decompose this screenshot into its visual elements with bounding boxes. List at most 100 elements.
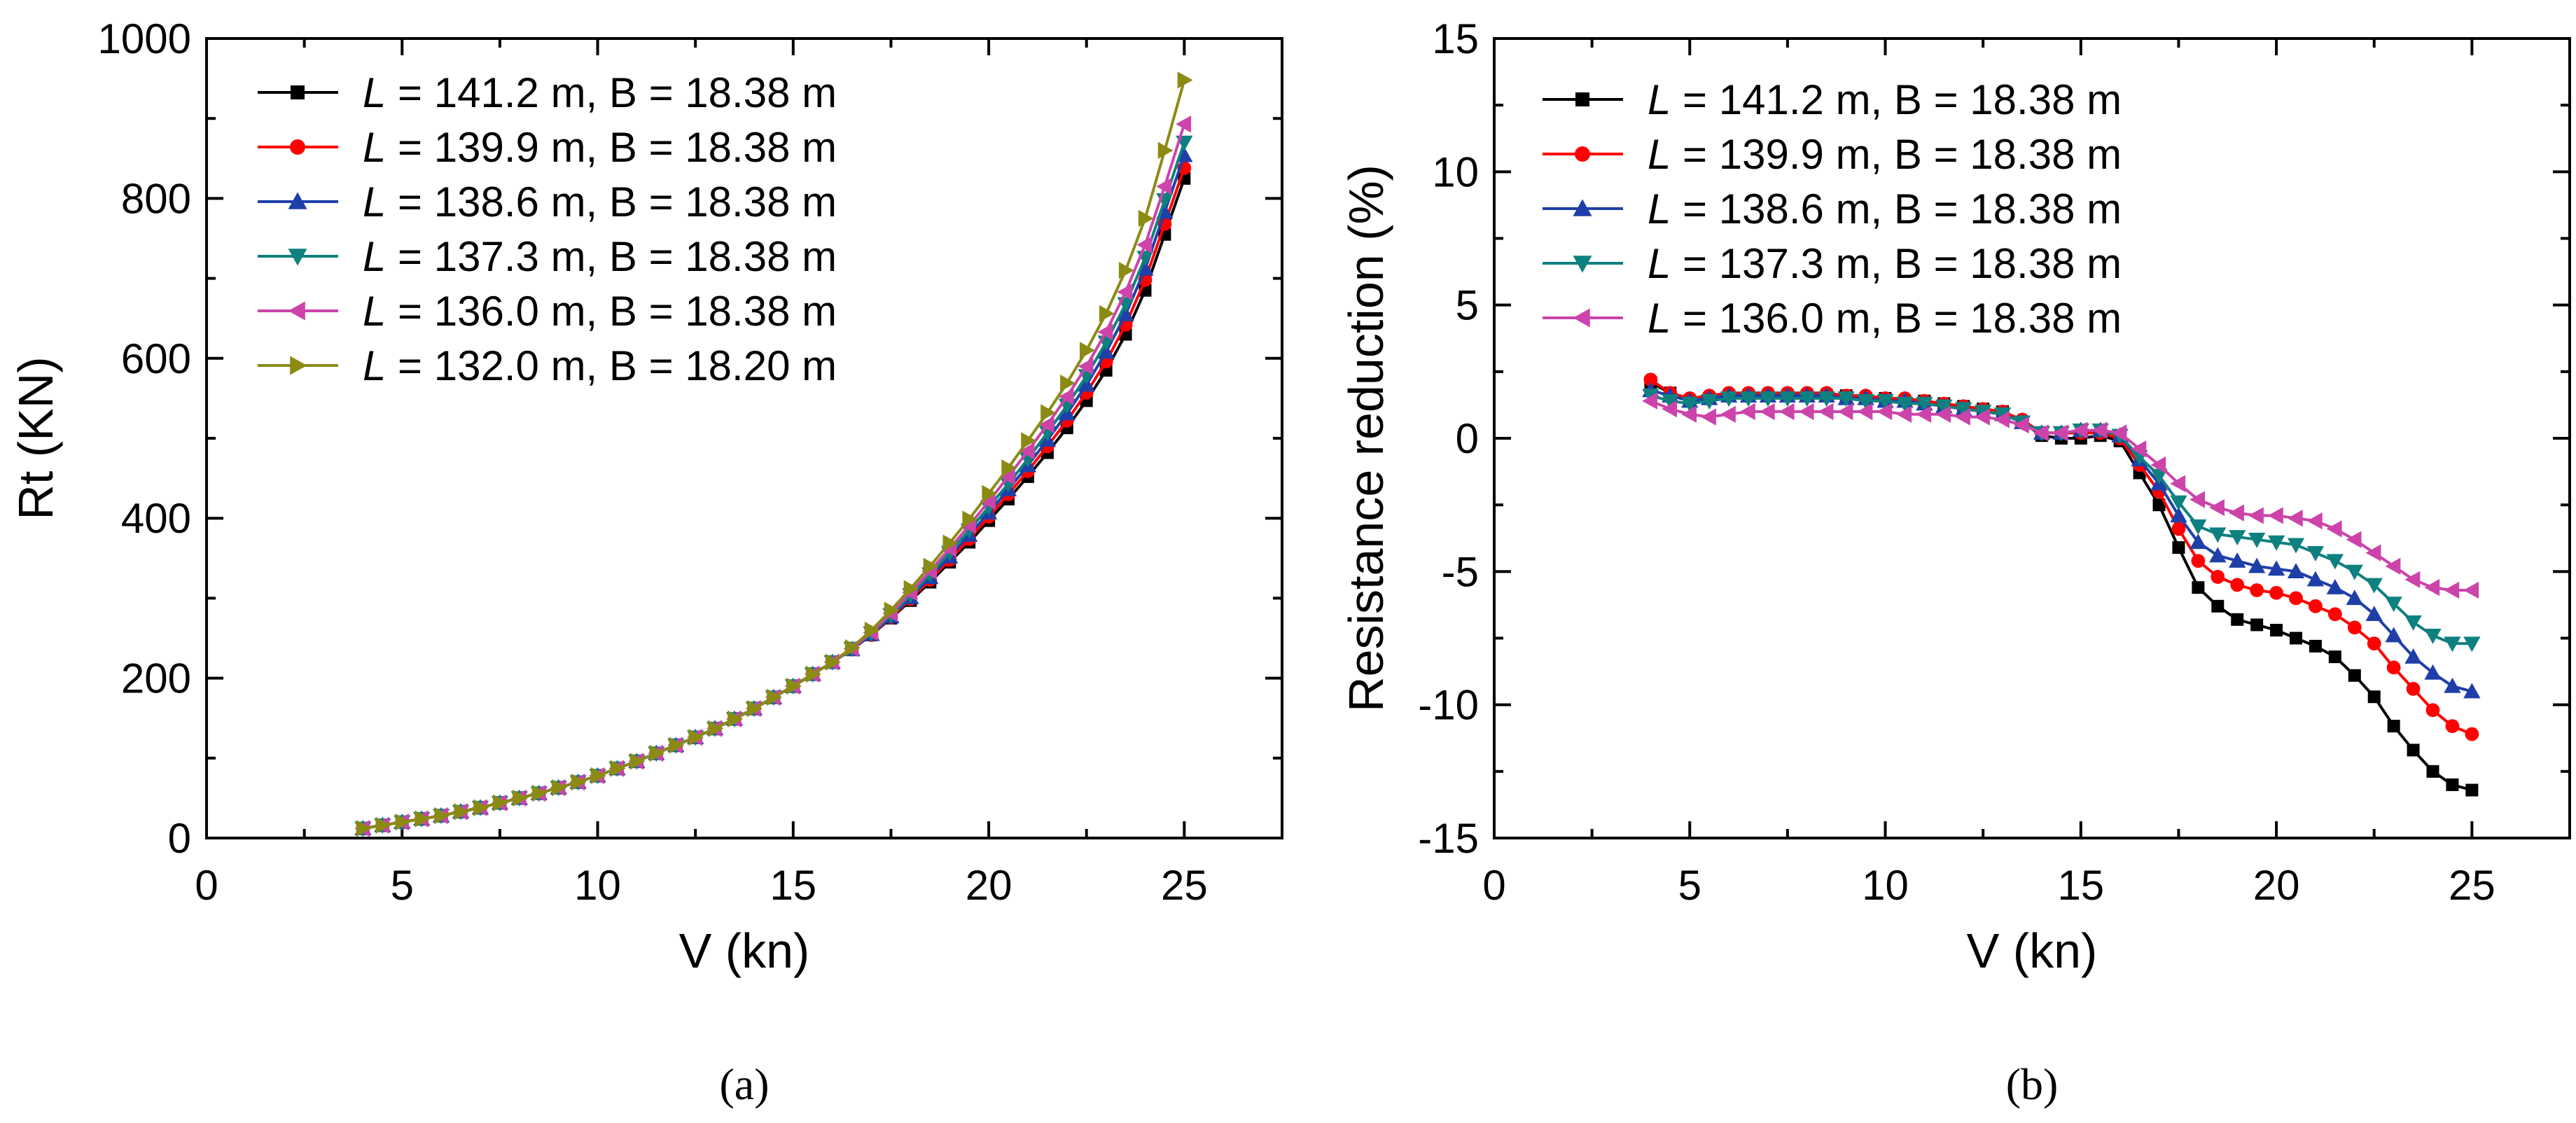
y-tick-label-a: 400 bbox=[121, 495, 191, 542]
legend-marker-a-1 bbox=[290, 139, 305, 155]
x-tick-label-a: 15 bbox=[770, 862, 816, 909]
data-point-a-5 bbox=[649, 744, 665, 762]
data-point-a-5 bbox=[767, 688, 783, 706]
legend-marker-b-4 bbox=[1573, 308, 1590, 328]
data-point-b-4 bbox=[1877, 403, 1893, 421]
x-tick-label-a: 25 bbox=[1161, 862, 1208, 909]
data-point-b-4 bbox=[1739, 403, 1755, 421]
data-point-a-5 bbox=[982, 484, 998, 502]
data-point-a-5 bbox=[825, 653, 841, 671]
data-point-a-4 bbox=[1038, 416, 1054, 433]
data-point-b-3 bbox=[1720, 391, 1738, 407]
data-point-a-4 bbox=[1058, 388, 1074, 405]
data-point-b-4 bbox=[2385, 557, 2401, 575]
data-point-b-3 bbox=[2189, 519, 2207, 535]
data-point-b-2 bbox=[2404, 648, 2422, 664]
data-point-a-5 bbox=[532, 784, 548, 802]
data-point-b-0 bbox=[2172, 541, 2185, 554]
data-point-b-2 bbox=[2424, 664, 2442, 680]
data-point-b-3 bbox=[2170, 495, 2187, 511]
data-point-b-4 bbox=[2052, 424, 2068, 442]
data-point-b-3 bbox=[1916, 396, 1933, 412]
data-point-b-3 bbox=[1877, 393, 1894, 410]
data-point-a-5 bbox=[571, 773, 587, 791]
data-point-b-3 bbox=[1896, 396, 1914, 412]
y-tick-label-b: 5 bbox=[1456, 282, 1479, 329]
data-point-b-0 bbox=[2446, 778, 2459, 791]
plot-area-b bbox=[1642, 372, 2481, 797]
data-point-b-4 bbox=[2111, 424, 2127, 442]
data-point-a-5 bbox=[434, 807, 450, 825]
data-point-b-1 bbox=[2327, 607, 2342, 622]
data-point-b-2 bbox=[2306, 571, 2325, 587]
data-point-b-3 bbox=[2306, 545, 2325, 562]
y-tick-label-a: 600 bbox=[121, 335, 191, 382]
data-point-a-5 bbox=[806, 665, 821, 683]
data-point-b-4 bbox=[2287, 510, 2303, 527]
y-tick-label-b: 0 bbox=[1456, 415, 1479, 462]
chart-a: 0 5 10 15 20 25 0 200 400 600 800 1000 V (kn) Rt (KN)… bbox=[8, 15, 1283, 978]
legend-label-b-2: L = 138.6 m, B = 18.38 m bbox=[1648, 186, 2122, 232]
data-point-a-5 bbox=[493, 794, 509, 811]
data-point-b-2 bbox=[2346, 590, 2363, 606]
data-point-a-5 bbox=[669, 737, 685, 754]
data-point-a-5 bbox=[727, 710, 744, 727]
data-point-b-4 bbox=[2267, 507, 2283, 524]
data-point-b-1 bbox=[2347, 620, 2362, 635]
data-point-b-4 bbox=[1778, 403, 1795, 421]
data-point-a-5 bbox=[1021, 432, 1037, 449]
data-point-b-3 bbox=[2267, 535, 2285, 551]
data-point-b-4 bbox=[1955, 408, 1970, 426]
data-point-b-3 bbox=[2346, 564, 2363, 580]
legend-label-b-0: L = 141.2 m, B = 18.38 m bbox=[1648, 76, 2122, 123]
data-point-b-3 bbox=[1857, 393, 1874, 410]
y-tick-label-a: 200 bbox=[121, 655, 191, 702]
data-point-b-3 bbox=[1955, 402, 1972, 418]
data-point-b-4 bbox=[1642, 392, 1658, 410]
legend-label-a-2: L = 138.6 m, B = 18.38 m bbox=[363, 179, 837, 225]
data-point-a-5 bbox=[864, 621, 880, 639]
data-point-b-4 bbox=[2463, 581, 2479, 599]
y-tick-label-a: 0 bbox=[168, 815, 191, 862]
data-point-b-0 bbox=[2152, 498, 2166, 512]
data-point-b-4 bbox=[2072, 421, 2088, 439]
data-point-b-4 bbox=[1662, 400, 1678, 418]
data-point-b-4 bbox=[1916, 405, 1932, 423]
data-point-a-5 bbox=[1157, 141, 1174, 160]
data-point-b-0 bbox=[2290, 632, 2303, 645]
y-tick-label-b: -15 bbox=[1418, 815, 1479, 862]
data-point-a-4 bbox=[1156, 178, 1172, 195]
data-point-b-3 bbox=[2463, 636, 2481, 653]
data-point-a-5 bbox=[473, 799, 489, 816]
legend-marker-a-4 bbox=[288, 301, 305, 321]
y-tick-label-a: 800 bbox=[121, 175, 191, 222]
data-point-b-1 bbox=[2445, 719, 2460, 734]
y-tick-label-b: 10 bbox=[1432, 148, 1479, 195]
data-point-b-2 bbox=[2267, 560, 2285, 576]
data-point-a-5 bbox=[903, 580, 919, 597]
x-tick-label-a: 5 bbox=[391, 862, 414, 909]
data-point-b-0 bbox=[2407, 744, 2420, 757]
data-point-b-3 bbox=[1778, 391, 1797, 407]
y-tick-label-b: 15 bbox=[1432, 15, 1479, 62]
data-point-b-4 bbox=[2248, 507, 2264, 524]
data-point-a-5 bbox=[1118, 262, 1134, 279]
data-point-b-3 bbox=[2150, 468, 2168, 484]
data-point-b-2 bbox=[2365, 606, 2383, 621]
data-point-b-3 bbox=[2444, 636, 2461, 653]
data-point-b-4 bbox=[2404, 571, 2421, 588]
plot-area-a bbox=[354, 71, 1193, 837]
data-point-b-4 bbox=[1857, 403, 1873, 421]
data-point-b-3 bbox=[2229, 530, 2246, 545]
x-tick-label-b: 5 bbox=[1678, 862, 1701, 909]
x-tick-label-b: 20 bbox=[2253, 862, 2300, 909]
data-point-b-4 bbox=[2326, 520, 2342, 538]
data-point-b-3 bbox=[2209, 527, 2227, 543]
data-point-b-1 bbox=[2230, 578, 2245, 592]
data-point-a-4 bbox=[999, 468, 1015, 485]
legend-label-a-3: L = 137.3 m, B = 18.38 m bbox=[363, 233, 837, 280]
data-point-b-4 bbox=[2150, 456, 2166, 474]
data-point-b-1 bbox=[2250, 583, 2264, 597]
data-point-b-0 bbox=[2367, 690, 2381, 704]
legend-b: L = 141.2 m, B = 18.38 m L = 139.9 m, B =… bbox=[1543, 76, 2122, 342]
